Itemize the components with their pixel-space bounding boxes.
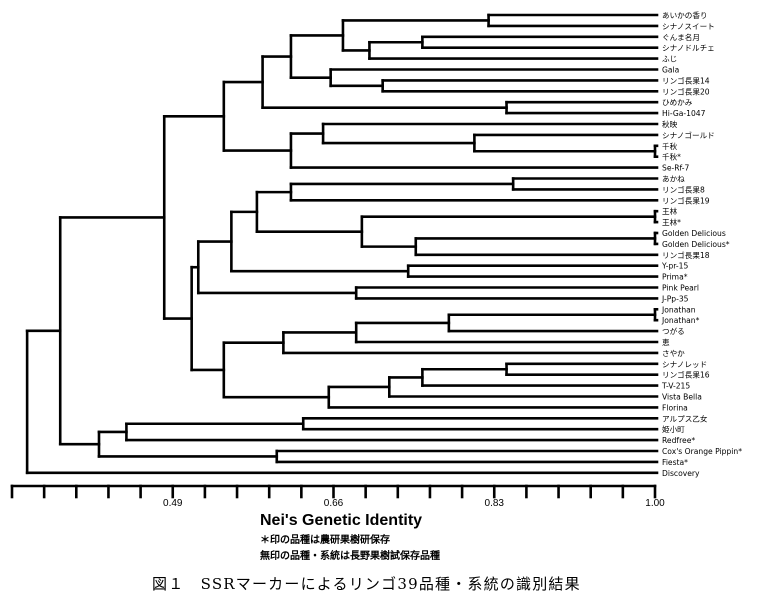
leaf-label: T-V-215	[661, 382, 690, 391]
tick-label: 0.83	[485, 498, 505, 509]
leaf-label: リンゴ長果8	[662, 184, 705, 194]
leaf-label: J-Pp-35	[661, 294, 689, 303]
leaf-label: さやか	[662, 349, 685, 358]
leaf-label: リンゴ長果19	[662, 195, 710, 205]
tick-label: 0.49	[163, 498, 183, 509]
leaf-label: Jonathan*	[661, 316, 700, 325]
leaf-label: 姫小町	[662, 424, 685, 434]
leaf-label: 王林	[662, 206, 678, 216]
leaf-label: あかね	[662, 175, 685, 184]
leaf-label: 恵	[662, 337, 670, 347]
leaf-label: Discovery	[662, 469, 700, 478]
leaf-label: Redfree*	[662, 436, 695, 445]
leaf-label: Cox's Orange Pippin*	[662, 447, 742, 456]
leaf-label: アルプス乙女	[662, 413, 708, 423]
leaf-label: つがる	[662, 326, 685, 336]
leaf-label: Golden Delicious	[662, 229, 726, 238]
leaf-label: ひめかみ	[662, 98, 693, 107]
leaf-label: シナノゴールド	[662, 130, 715, 140]
leaf-label: Jonathan	[661, 305, 696, 314]
leaf-label: Golden Delicious*	[662, 240, 730, 249]
leaf-label: Hi-Ga-1047	[662, 109, 706, 118]
leaf-label: Vista Bella	[662, 393, 702, 402]
leaf-label: 千秋	[662, 141, 678, 151]
leaf-label: Pink Pearl	[662, 284, 699, 293]
leaf-label: ぐんま名月	[662, 32, 700, 42]
leaf-label: Gala	[662, 66, 679, 75]
leaf-label: リンゴ長果14	[662, 75, 710, 85]
leaf-label: ふじ	[662, 55, 677, 64]
tick-label: 0.66	[324, 498, 344, 509]
leaf-label: シナノスイート	[662, 22, 715, 31]
leaf-label: シナノレッド	[662, 360, 707, 369]
leaf-label: シナノドルチェ	[662, 44, 715, 53]
leaf-label: Florina	[662, 403, 688, 412]
leaf-label: 千秋*	[662, 152, 681, 162]
leaf-label: Prima*	[662, 273, 688, 282]
dendrogram: あいかの香りシナノスイートぐんま名月シナノドルチェふじGalaリンゴ長果14リン…	[10, 10, 742, 509]
leaf-label: 王林*	[662, 217, 681, 227]
leaf-label: リンゴ長果16	[662, 370, 710, 380]
leaf-label: Fiesta*	[662, 458, 688, 467]
leaf-label: あいかの香り	[662, 10, 708, 20]
axis-title: Nei's Genetic Identity	[260, 512, 423, 529]
figure-caption: 図１ SSRマーカーによるリンゴ39品種・系統の識別結果	[152, 575, 581, 593]
leaf-label: Se-Rf-7	[662, 164, 690, 173]
leaf-label: 秋映	[662, 119, 678, 129]
tick-label: 1.00	[645, 498, 665, 509]
note-asterisk: ＊印の品種は農研果樹研保存	[260, 535, 390, 546]
leaf-label: リンゴ長果18	[662, 250, 710, 260]
note-unmarked: 無印の品種・系統は長野果樹試保存品種	[260, 551, 440, 562]
leaf-label: リンゴ長果20	[662, 86, 710, 96]
leaf-label: Y-pr-15	[661, 262, 689, 271]
